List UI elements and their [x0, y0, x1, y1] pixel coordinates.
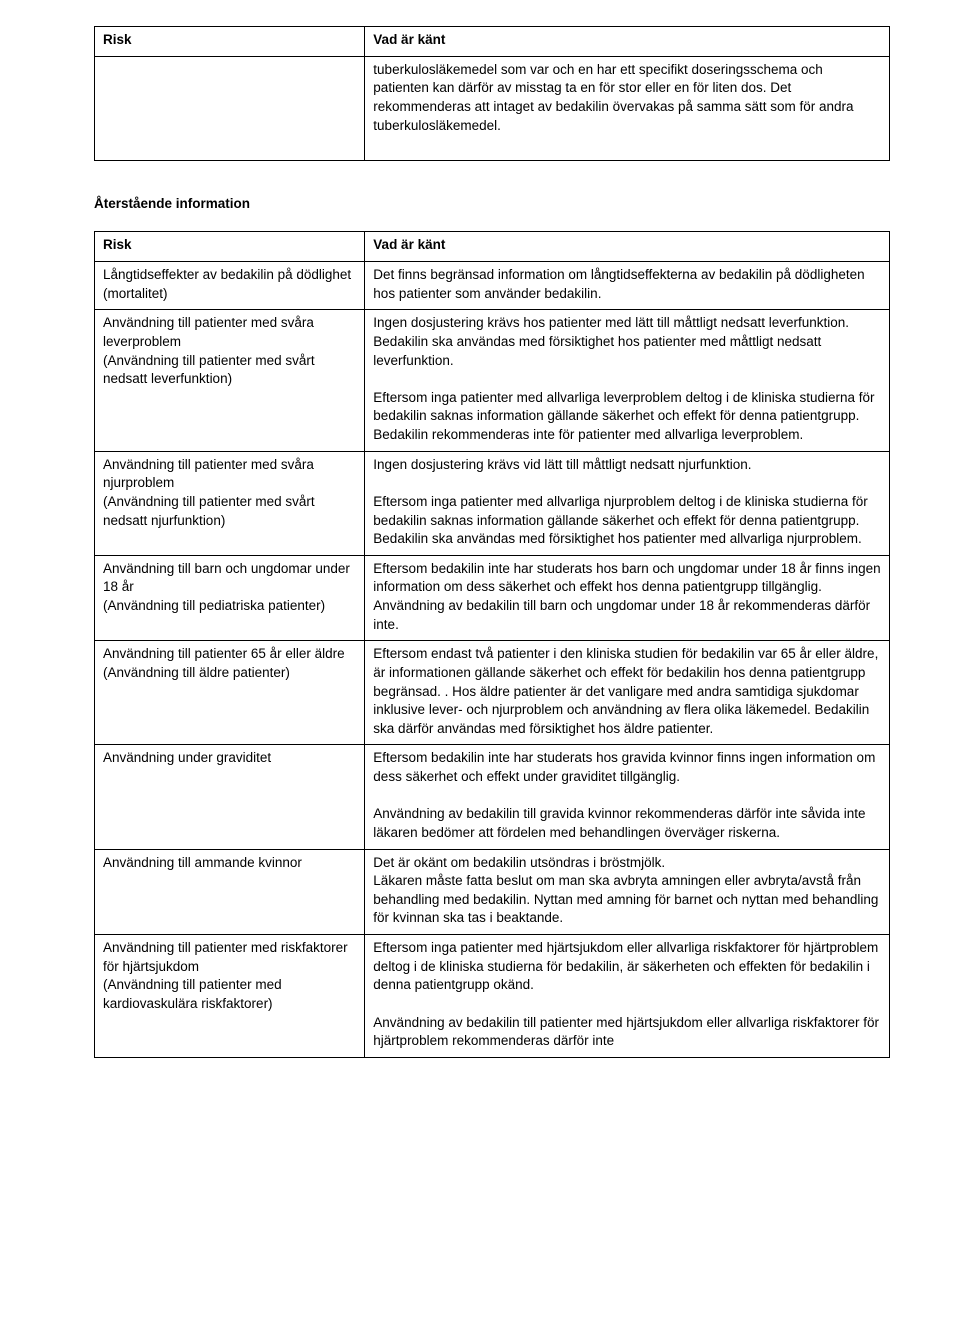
- known-paragraph: Ingen dosjustering krävs vid lätt till m…: [373, 456, 881, 475]
- known-cell: Eftersom inga patienter med hjärtsjukdom…: [365, 935, 890, 1058]
- known-cell: Ingen dosjustering krävs vid lätt till m…: [365, 451, 890, 555]
- known-paragraph: Användning av bedakilin till gravida kvi…: [373, 805, 881, 842]
- table-header-row: Risk Vad är känt: [95, 27, 890, 57]
- col-header-risk: Risk: [95, 232, 365, 262]
- col-header-known: Vad är känt: [365, 27, 890, 57]
- section-heading: Återstående information: [94, 195, 890, 214]
- risk-cell: [95, 56, 365, 160]
- risk-cell: Användning till ammande kvinnor: [95, 849, 365, 935]
- known-paragraph: Ingen dosjustering krävs hos patienter m…: [373, 314, 881, 370]
- table-row: Användning till patienter med riskfaktor…: [95, 935, 890, 1058]
- known-paragraph: Eftersom inga patienter med hjärtsjukdom…: [373, 939, 881, 995]
- known-paragraph: Användning av bedakilin till patienter m…: [373, 1014, 881, 1051]
- table-row: Användning till patienter 65 år eller äl…: [95, 641, 890, 745]
- known-cell: Ingen dosjustering krävs hos patienter m…: [365, 310, 890, 451]
- col-header-known: Vad är känt: [365, 232, 890, 262]
- table-row: Långtidseffekter av bedakilin på dödligh…: [95, 262, 890, 310]
- known-paragraph: Eftersom bedakilin inte har studerats ho…: [373, 749, 881, 786]
- known-paragraph: Eftersom inga patienter med allvarliga n…: [373, 493, 881, 549]
- known-cell: tuberkulosläkemedel som var och en har e…: [365, 56, 890, 160]
- table-row: Användning till patienter med svåra njur…: [95, 451, 890, 555]
- known-paragraph: Det är okänt om bedakilin utsöndras i br…: [373, 854, 881, 873]
- known-paragraph: Läkaren måste fatta beslut om man ska av…: [373, 872, 881, 928]
- blank-line: [373, 370, 881, 389]
- known-cell: Eftersom bedakilin inte har studerats ho…: [365, 745, 890, 849]
- table-row: Användning till ammande kvinnor Det är ok…: [95, 849, 890, 935]
- known-paragraph: Eftersom bedakilin inte har studerats ho…: [373, 560, 881, 635]
- risk-cell: Användning till patienter med svåra njur…: [95, 451, 365, 555]
- risk-cell: Användning till patienter med riskfaktor…: [95, 935, 365, 1058]
- known-paragraph: Det finns begränsad information om långt…: [373, 266, 881, 303]
- known-cell: Det är okänt om bedakilin utsöndras i br…: [365, 849, 890, 935]
- risk-intro-table: Risk Vad är känt tuberkulosläkemedel som…: [94, 26, 890, 161]
- known-cell: Eftersom bedakilin inte har studerats ho…: [365, 555, 890, 641]
- blank-line: [373, 474, 881, 493]
- risk-cell: Användning till barn och ungdomar under …: [95, 555, 365, 641]
- table-row: tuberkulosläkemedel som var och en har e…: [95, 56, 890, 160]
- risk-cell: Användning till patienter 65 år eller äl…: [95, 641, 365, 745]
- blank-line: [373, 787, 881, 806]
- known-cell: Det finns begränsad information om långt…: [365, 262, 890, 310]
- known-paragraph: Eftersom endast två patienter i den klin…: [373, 645, 881, 738]
- known-paragraph: tuberkulosläkemedel som var och en har e…: [373, 61, 881, 136]
- table-row: Användning till patienter med svåra leve…: [95, 310, 890, 451]
- risk-cell: Användning till patienter med svåra leve…: [95, 310, 365, 451]
- blank-line: [373, 995, 881, 1014]
- known-paragraph: Eftersom inga patienter med allvarliga l…: [373, 389, 881, 445]
- blank-line: [373, 135, 881, 154]
- table-row: Användning till barn och ungdomar under …: [95, 555, 890, 641]
- risk-cell: Användning under graviditet: [95, 745, 365, 849]
- known-cell: Eftersom endast två patienter i den klin…: [365, 641, 890, 745]
- table-row: Användning under graviditetEftersom beda…: [95, 745, 890, 849]
- remaining-info-table: Risk Vad är känt Långtidseffekter av bed…: [94, 231, 890, 1057]
- col-header-risk: Risk: [95, 27, 365, 57]
- risk-cell: Långtidseffekter av bedakilin på dödligh…: [95, 262, 365, 310]
- table-header-row: Risk Vad är känt: [95, 232, 890, 262]
